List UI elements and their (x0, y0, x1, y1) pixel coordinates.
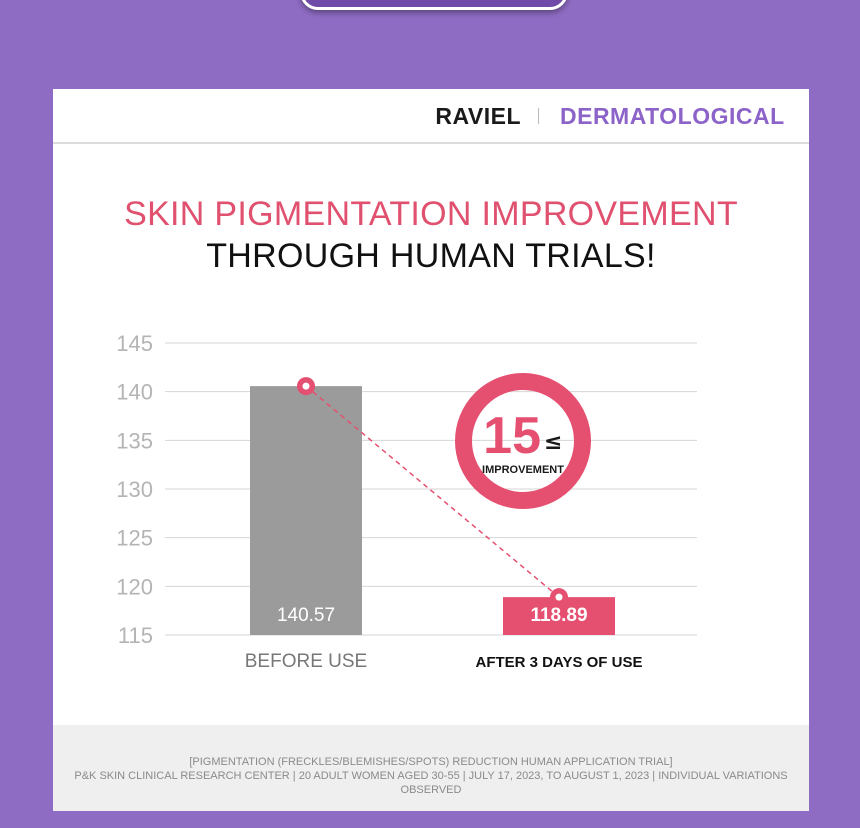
brand-name: RAVIEL (435, 103, 521, 129)
card-header: RAVIEL DERMATOLOGICAL (53, 89, 809, 144)
y-tick-label: 140 (116, 380, 153, 405)
headline-line-2: THROUGH HUMAN TRIALS! (206, 237, 656, 275)
trend-point-center (555, 593, 563, 601)
content-card: RAVIEL DERMATOLOGICAL SKIN PIGMENTATION … (53, 89, 809, 811)
category-label: BEFORE USE (245, 651, 367, 672)
headline-line-1: SKIN PIGMENTATION IMPROVEMENT (124, 195, 738, 233)
header-divider (538, 108, 539, 124)
bar-value-label: 118.89 (530, 605, 587, 626)
y-tick-label: 120 (116, 574, 153, 599)
badge-symbol: ≤ (544, 430, 562, 455)
footer-line-2: P&K SKIN CLINICAL RESEARCH CENTER | 20 A… (74, 770, 788, 796)
bar-before (250, 386, 362, 635)
category-label: DERMATOLOGICAL (560, 103, 785, 129)
trend-layer (297, 377, 568, 607)
improvement-badge: 15 ≤ IMPROVEMENT (455, 373, 591, 509)
badge-ring (455, 373, 591, 509)
y-tick-label: 145 (116, 331, 153, 356)
trend-dashed-line (305, 385, 560, 598)
bar-value-label: 140.57 (277, 605, 335, 626)
y-tick-label: 130 (116, 477, 153, 502)
badge-value: 15 (483, 407, 541, 465)
trend-point-center (302, 382, 310, 390)
y-tick-label: 125 (116, 526, 153, 551)
y-tick-label: 115 (118, 623, 153, 648)
bar-layer: 140.57 BEFORE USE 118.89 AFTER 3 DAYS OF US… (245, 386, 643, 672)
disclaimer-footer: [PIGMENTATION (FRECKLES/BLEMISHES/SPOTS)… (53, 725, 809, 811)
y-tick-label: 135 (116, 428, 153, 453)
badge-label: IMPROVEMENT (482, 464, 564, 476)
bar-chart: 145 140 135 130 125 120 115 140.57 BEFORE USE 11… (116, 331, 697, 672)
footer-line-1: [PIGMENTATION (FRECKLES/BLEMISHES/SPOTS)… (189, 756, 673, 768)
top-banner-pill (300, 0, 568, 10)
category-label: AFTER 3 DAYS OF USE (476, 654, 643, 671)
